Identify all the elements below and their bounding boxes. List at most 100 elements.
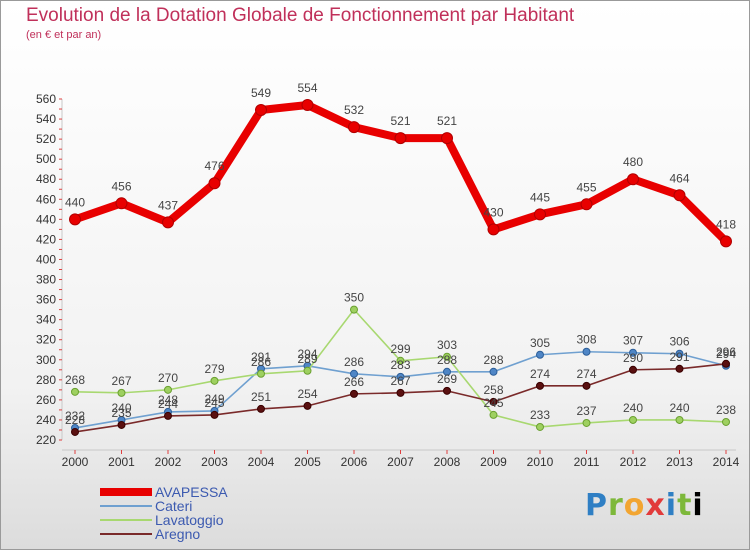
data-label: 306: [669, 335, 689, 349]
data-label: 437: [158, 198, 178, 212]
x-tick-label: 2014: [713, 455, 740, 469]
y-tick-label: 420: [36, 232, 56, 246]
data-label: 240: [111, 401, 131, 415]
data-label: 235: [111, 406, 131, 420]
y-tick-label: 480: [36, 172, 56, 186]
data-label: 228: [65, 413, 85, 427]
y-tick-label: 320: [36, 333, 56, 347]
data-point: [117, 388, 126, 397]
data-point: [71, 387, 79, 396]
data-label: 480: [623, 155, 643, 169]
x-tick-label: 2010: [527, 455, 554, 469]
x-tick-label: 2008: [434, 455, 461, 469]
data-point: [720, 235, 732, 248]
data-point: [580, 198, 593, 211]
chart-subtitle: (en € et par an): [26, 29, 102, 41]
data-label: 430: [483, 205, 503, 219]
x-tick-label: 2003: [201, 455, 228, 469]
logo-letter: i: [665, 488, 678, 523]
x-tick-label: 2001: [108, 455, 135, 469]
data-label: 308: [576, 333, 596, 347]
data-label: 440: [65, 195, 85, 209]
legend-label: Aregno: [155, 526, 201, 542]
data-point: [115, 197, 128, 210]
data-label: 291: [669, 350, 689, 364]
proxiti-logo: Proxiti: [585, 488, 704, 523]
data-label: 307: [623, 334, 643, 348]
x-tick-label: 2011: [574, 455, 600, 469]
data-point: [722, 417, 730, 426]
data-label: 455: [576, 180, 596, 194]
data-point: [303, 366, 312, 375]
legend-swatch: [100, 505, 152, 507]
y-tick-label: 300: [36, 353, 56, 367]
data-point: [69, 213, 81, 226]
data-label: 279: [204, 362, 224, 376]
data-point: [210, 410, 219, 419]
data-point: [489, 410, 498, 419]
data-label: 244: [158, 397, 178, 411]
y-tick-label: 400: [36, 252, 56, 266]
logo-letter: t: [677, 488, 693, 523]
y-tick-label: 520: [36, 132, 56, 146]
data-label: 237: [576, 404, 596, 418]
data-point: [443, 352, 451, 361]
data-point: [582, 381, 591, 390]
data-point: [396, 372, 405, 381]
data-point: [348, 121, 360, 134]
x-tick-label: 2004: [248, 455, 275, 469]
legend-label: Lavatoggio: [155, 512, 224, 528]
y-tick-label: 500: [36, 152, 56, 166]
y-tick-label: 280: [36, 373, 56, 387]
x-tick-label: 2002: [155, 455, 182, 469]
data-point: [350, 305, 358, 314]
data-label: 299: [390, 342, 410, 356]
data-label: 532: [344, 103, 364, 117]
data-label: 291: [251, 350, 271, 364]
y-tick-label: 540: [36, 112, 56, 126]
data-point: [301, 99, 314, 112]
legend-label: AVAPESSA: [155, 484, 228, 500]
data-point: [536, 422, 544, 431]
logo-letter: i: [692, 488, 704, 523]
data-label: 269: [437, 372, 457, 386]
data-label: 274: [530, 367, 550, 381]
x-tick-label: 2005: [294, 455, 321, 469]
data-point: [443, 386, 451, 395]
data-point: [536, 381, 544, 390]
data-label: 240: [623, 401, 643, 415]
data-label: 251: [251, 390, 271, 404]
data-point: [629, 348, 637, 357]
data-label: 305: [530, 336, 550, 350]
data-label: 294: [716, 347, 736, 361]
data-point: [629, 415, 637, 424]
data-point: [536, 350, 544, 359]
data-point: [71, 427, 79, 436]
y-tick-label: 220: [36, 433, 56, 447]
data-label: 240: [669, 401, 689, 415]
data-point: [629, 365, 637, 374]
y-tick-label: 560: [36, 92, 56, 106]
data-label: 288: [437, 353, 457, 367]
data-label: 350: [344, 291, 364, 305]
x-tick-label: 2006: [341, 455, 368, 469]
data-label: 476: [204, 159, 224, 173]
y-tick-label: 340: [36, 313, 56, 327]
y-tick-label: 260: [36, 393, 56, 407]
y-tick-label: 380: [36, 273, 56, 287]
x-tick-label: 2007: [387, 455, 414, 469]
data-point: [394, 132, 407, 145]
data-label: 521: [390, 114, 410, 128]
data-label: 248: [158, 393, 178, 407]
data-point: [487, 223, 500, 236]
data-label: 288: [483, 353, 503, 367]
data-label: 464: [669, 171, 689, 185]
data-point: [303, 401, 312, 410]
data-label: 283: [390, 358, 410, 372]
data-point: [350, 369, 358, 378]
chart-title: Evolution de la Dotation Globale de Fonc…: [26, 5, 575, 26]
data-point: [443, 367, 451, 376]
data-point: [675, 415, 684, 424]
